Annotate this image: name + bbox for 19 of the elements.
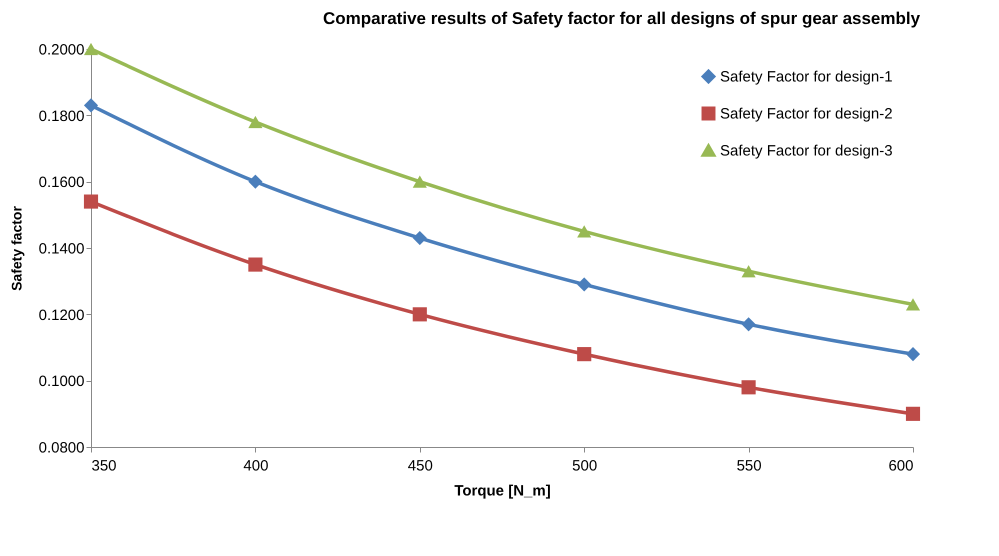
y-tick-label: 0.1000 [38,373,84,390]
legend-label: Safety Factor for design-1 [720,68,893,86]
y-axis-title: Safety factor [8,206,25,291]
legend-label: Safety Factor for design-2 [720,106,893,122]
y-tick-label: 0.1200 [38,306,84,324]
legend-label: Safety Factor for design-3 [720,142,893,160]
x-tick-label: 550 [736,458,762,474]
y-tick-label: 0.2000 [38,42,84,58]
x-tick-label: 500 [572,458,598,474]
x-axis-title: Torque [N_m] [454,482,551,500]
chart-title: Comparative results of Safety factor for all designs of spur gear assembly [322,9,921,28]
x-tick-label: 600 [888,458,914,474]
x-tick-label: 400 [243,458,268,474]
y-tick-label: 0.1600 [38,174,84,192]
y-tick-label: 0.1400 [38,240,84,258]
y-tick-label: 0.0800 [38,440,84,456]
y-tick-label: 0.1800 [38,108,84,125]
x-tick-label: 450 [408,458,433,474]
x-tick-label: 350 [92,458,117,474]
